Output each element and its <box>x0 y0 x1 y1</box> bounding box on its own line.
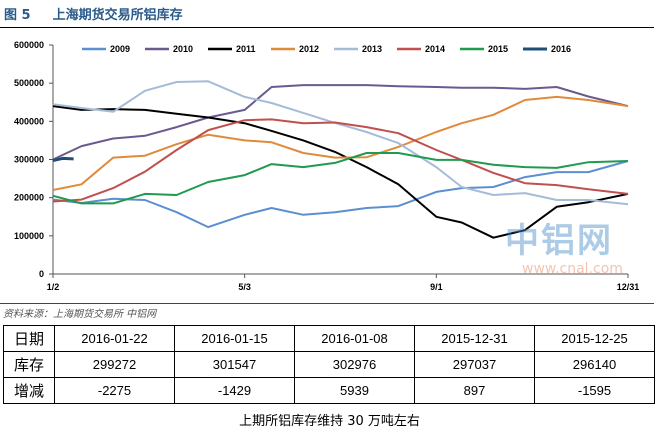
y-tick-label: 100000 <box>14 231 44 241</box>
series-line-2010 <box>52 84 629 161</box>
watermark-logo: 中铝网 <box>505 221 613 261</box>
source-rule <box>0 303 654 304</box>
table-row: 增减 -2275 -1429 5939 897 -1595 <box>3 377 655 404</box>
y-tick-label: 500000 <box>14 78 44 88</box>
row-label: 增减 <box>3 377 55 404</box>
figure-number: 图 5 <box>4 8 31 23</box>
table-cell: 897 <box>414 377 535 404</box>
table-cell: -2275 <box>54 377 175 404</box>
legend-label-2015: 2015 <box>488 44 508 54</box>
y-tick-label: 300000 <box>14 155 44 165</box>
legend-label-2012: 2012 <box>299 44 319 54</box>
series-line-2016 <box>52 156 74 163</box>
series-line-2015 <box>52 152 629 205</box>
x-tick-label: 1/2 <box>47 282 60 292</box>
figure-title-text: 上海期货交易所铝库存 <box>52 8 183 23</box>
header-cell: 2016-01-15 <box>174 325 295 352</box>
row-label: 库存 <box>3 351 55 378</box>
table-cell: 299272 <box>54 351 175 378</box>
legend-label-2009: 2009 <box>110 44 130 54</box>
legend-label-2011: 2011 <box>236 44 256 54</box>
x-tick-label: 12/31 <box>617 282 640 292</box>
table-cell: 296140 <box>534 351 655 378</box>
table-cell: -1429 <box>174 377 295 404</box>
y-tick-label: 600000 <box>14 40 44 50</box>
y-tick-label: 0 <box>39 269 44 279</box>
legend-label-2013: 2013 <box>362 44 382 54</box>
table-cell: 302976 <box>294 351 415 378</box>
source-note: 资料来源：上海期货交易所 中铝网 <box>3 309 157 320</box>
table-row: 库存 299272 301547 302976 297037 296140 <box>3 351 655 378</box>
header-cell: 2016-01-22 <box>54 325 175 352</box>
legend-label-2014: 2014 <box>425 44 445 54</box>
header-cell: 2015-12-25 <box>534 325 655 352</box>
table-cell: 5939 <box>294 377 415 404</box>
series-line-2012 <box>52 95 629 191</box>
inventory-table: 日期 2016-01-22 2016-01-15 2016-01-08 2015… <box>3 325 655 404</box>
table-cell: 301547 <box>174 351 295 378</box>
header-cell: 日期 <box>3 325 55 352</box>
watermark-url: www.cnal.com <box>522 261 623 277</box>
figure-title: 图 5 上海期货交易所铝库存 <box>4 4 183 23</box>
legend-label-2016: 2016 <box>551 44 571 54</box>
title-rule <box>0 27 654 28</box>
table-cell: 297037 <box>414 351 535 378</box>
line-chart: 0 100000 200000 300000 400000 500000 600000 1/2… <box>14 40 640 292</box>
x-tick-label: 9/1 <box>430 282 443 292</box>
series-line-2011 <box>52 105 629 239</box>
table-cell: -1595 <box>534 377 655 404</box>
legend-label-2010: 2010 <box>173 44 193 54</box>
table-header-row: 日期 2016-01-22 2016-01-15 2016-01-08 2015… <box>3 325 655 352</box>
header-cell: 2016-01-08 <box>294 325 415 352</box>
header-cell: 2015-12-31 <box>414 325 535 352</box>
y-tick-label: 200000 <box>14 193 44 203</box>
y-tick-label: 400000 <box>14 116 44 126</box>
series-line-2013 <box>52 80 629 206</box>
caption: 上期所铝库存维持 30 万吨左右 <box>239 414 420 429</box>
x-tick-label: 5/3 <box>238 282 251 292</box>
series-line-2009 <box>52 160 629 229</box>
series-line-2014 <box>52 118 629 203</box>
